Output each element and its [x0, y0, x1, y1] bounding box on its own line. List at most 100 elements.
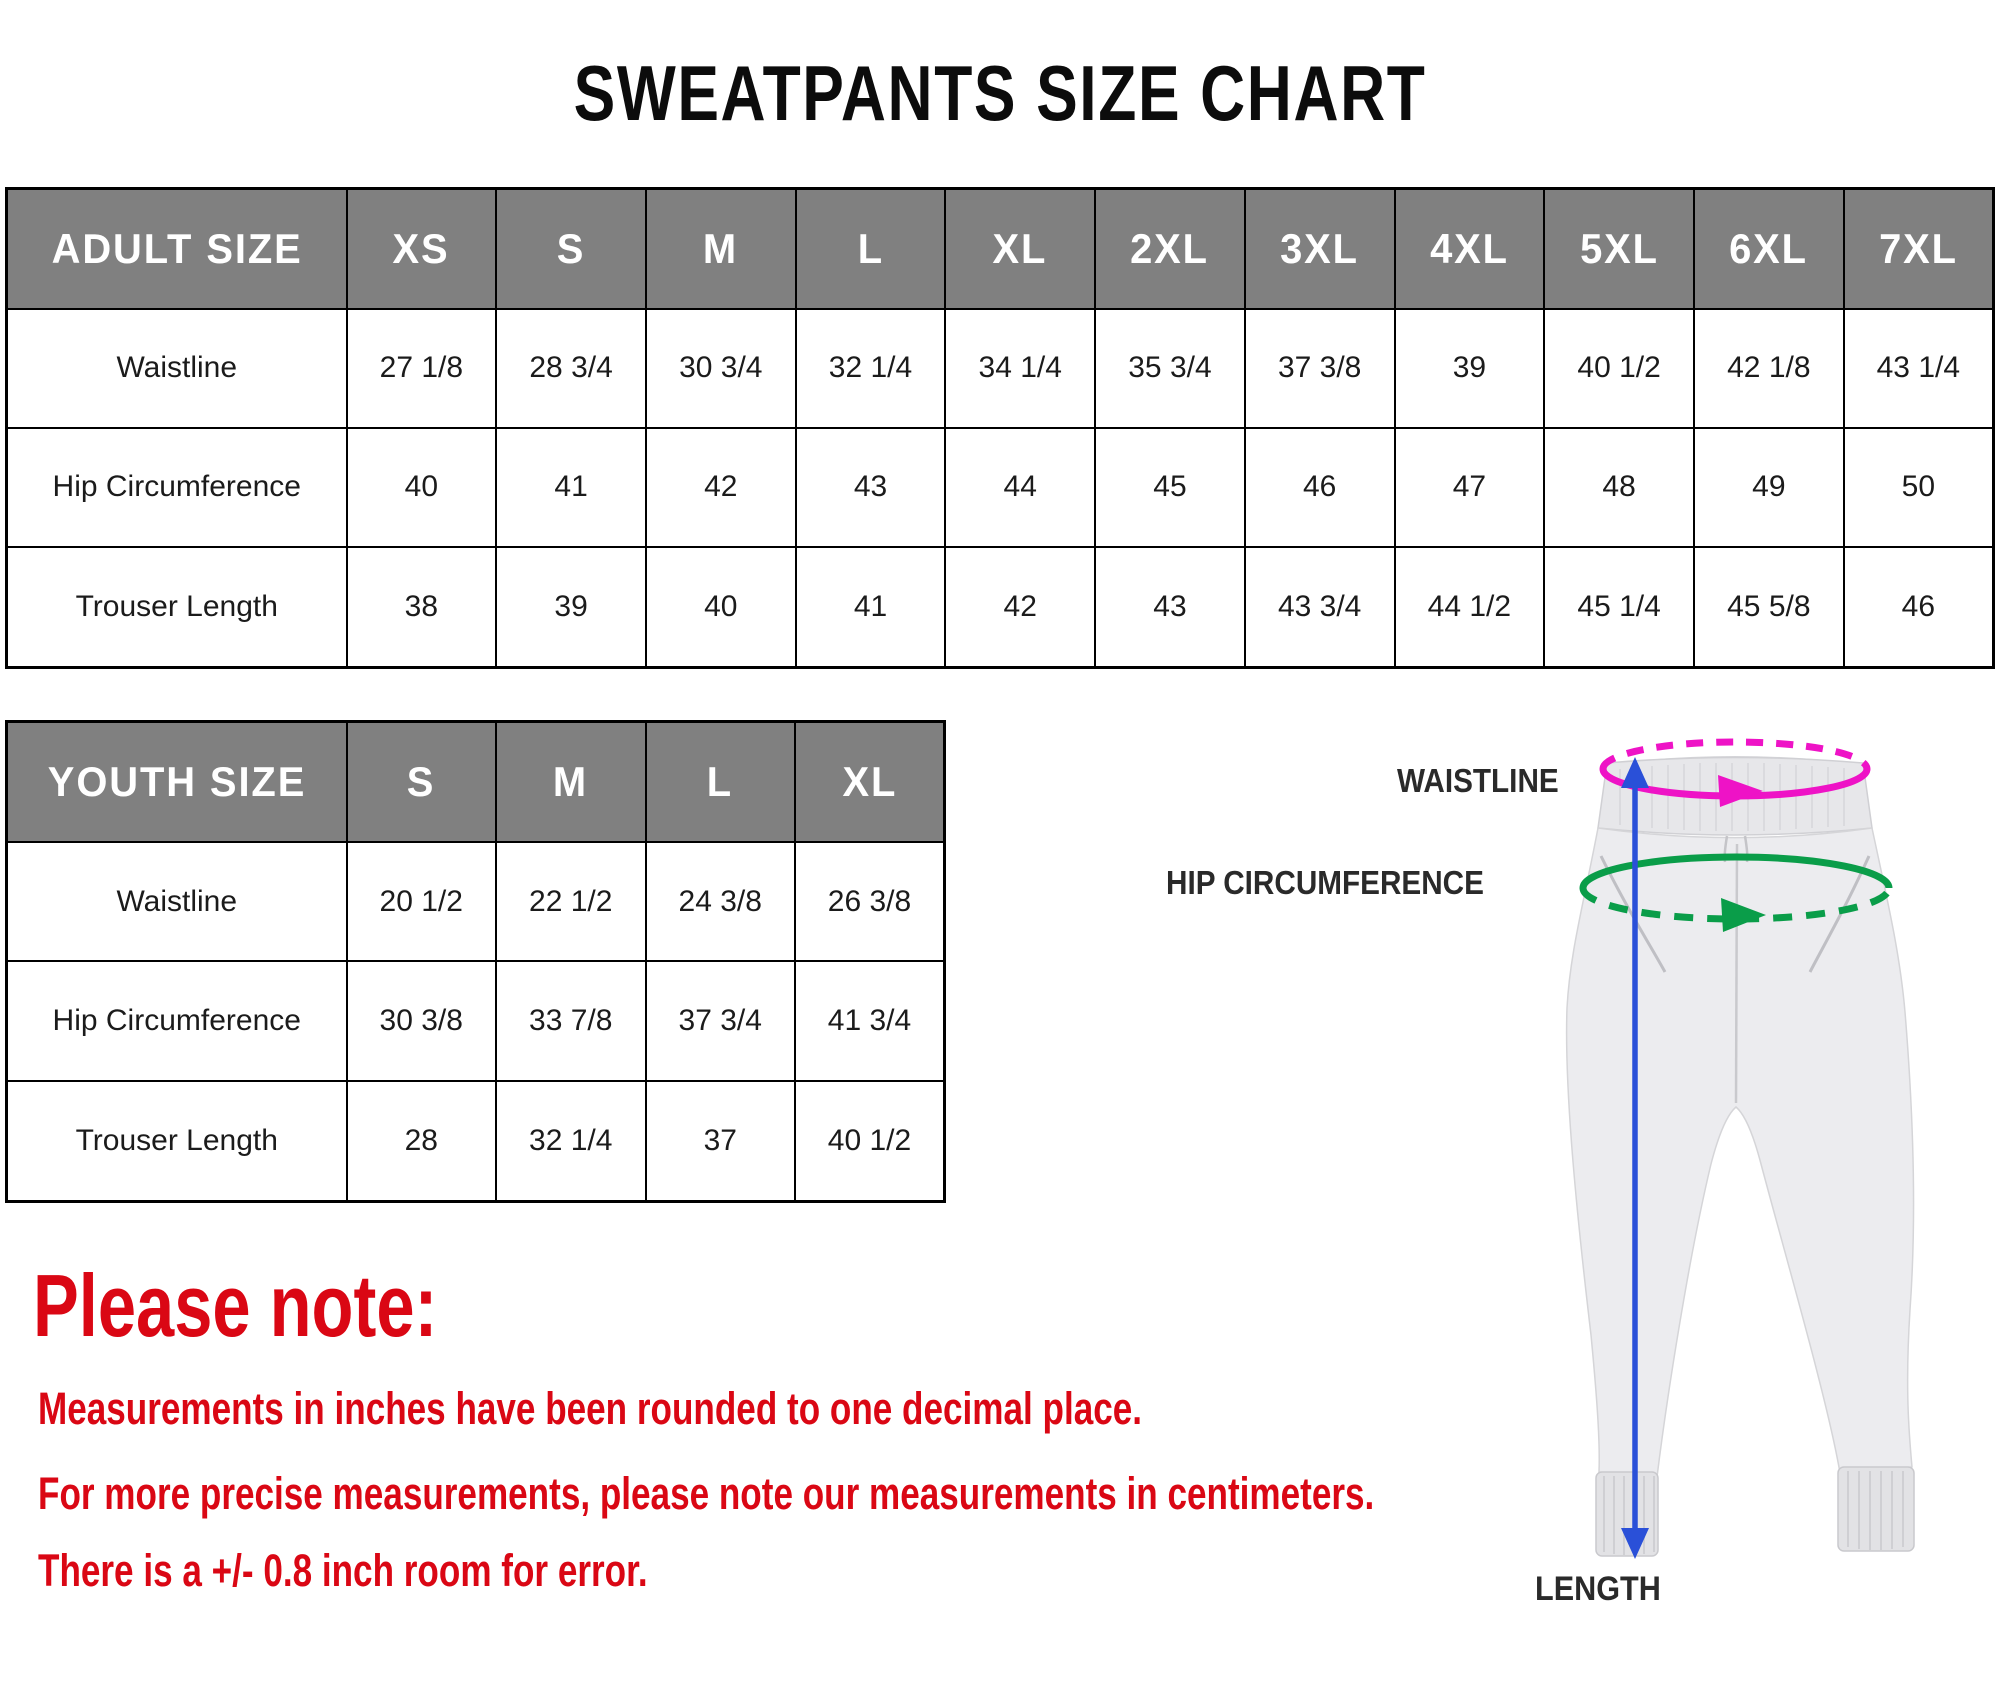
length-label-text: LENGTH: [1535, 1570, 1661, 1608]
waistline-label-text: WAISTLINE: [1397, 762, 1559, 799]
header-text: 2XL: [1130, 225, 1210, 272]
size-value: 24 3/8: [644, 840, 796, 963]
size-value: 27 1/8: [345, 308, 498, 429]
length-arrow: [1621, 757, 1649, 1559]
size-column-header: 7XL: [1842, 187, 1995, 310]
size-value: 42 1/8: [1692, 308, 1845, 429]
pants-graphic: [1565, 756, 1915, 1557]
hip-arrowhead: [1721, 898, 1766, 932]
size-value: 45 1/4: [1543, 545, 1695, 669]
size-column-header: S: [345, 720, 497, 843]
size-value: 40 1/2: [1543, 308, 1695, 429]
size-value: 42: [644, 426, 797, 548]
header-text: 6XL: [1729, 225, 1809, 272]
size-value: 41: [495, 426, 647, 548]
table-row: Hip Circumference 30 3/8 33 7/8 37 3/4 41 3/…: [5, 960, 946, 1082]
size-value: 30 3/8: [345, 960, 497, 1082]
row-label: Hip Circumference: [5, 960, 348, 1082]
size-value: 45 5/8: [1692, 545, 1845, 669]
pants-body: [1565, 827, 1915, 1478]
size-value: 39: [495, 545, 647, 669]
note-heading: Please note:: [33, 1262, 551, 1350]
row-label: Trouser Length: [5, 545, 348, 669]
header-row: ADULT SIZE XS S M L XL 2XL 3XL 4XL 5XL 6XL 7XL: [5, 187, 1995, 310]
header-row: YOUTH SIZE S M L XL: [5, 720, 946, 843]
size-value: 33 7/8: [495, 960, 647, 1082]
size-value: 40: [644, 545, 797, 669]
size-value: 42: [944, 545, 1097, 669]
size-value: 37: [644, 1079, 796, 1203]
size-value: 48: [1543, 426, 1695, 548]
header-text: 3XL: [1280, 225, 1360, 272]
size-value: 43: [794, 426, 947, 548]
hip-circumference-label-text: HIP CIRCUMFERENCE: [1166, 864, 1484, 901]
size-value: 37 3/4: [644, 960, 796, 1082]
size-value: 41 3/4: [794, 960, 946, 1082]
header-text: L: [857, 225, 884, 272]
size-value: 45: [1094, 426, 1246, 548]
size-column-header: 6XL: [1692, 187, 1845, 310]
note-line-1: Measurements in inches have been rounded…: [38, 1386, 1453, 1431]
size-value: 43: [1094, 545, 1246, 669]
size-column-header: 5XL: [1543, 187, 1695, 310]
size-value: 38: [345, 545, 498, 669]
size-value: 32 1/4: [495, 1079, 647, 1203]
length-label: LENGTH: [1535, 1572, 1675, 1606]
table-title-cell: YOUTH SIZE: [5, 720, 348, 843]
waist-arrowhead: [1718, 775, 1763, 807]
size-value: 26 3/8: [794, 840, 946, 963]
note-line-3: There is a +/- 0.8 inch room for error.: [38, 1548, 820, 1593]
page-title: SWEATPANTS SIZE CHART: [0, 54, 2000, 132]
adult-size-table: ADULT SIZE XS S M L XL 2XL 3XL 4XL 5XL 6XL 7XL Waist…: [5, 187, 1995, 669]
length-arrowhead-down: [1621, 1528, 1649, 1559]
size-column-header: M: [495, 720, 647, 843]
size-value: 22 1/2: [495, 840, 647, 963]
size-value: 32 1/4: [794, 308, 947, 429]
hip-circumference-label: HIP CIRCUMFERENCE: [1166, 866, 1519, 899]
row-label: Waistline: [5, 840, 348, 963]
hip-ellipse-top-arc: [1579, 853, 1893, 889]
size-value: 43 3/4: [1243, 545, 1396, 669]
header-text: ADULT SIZE: [51, 225, 303, 272]
header-text: M: [553, 758, 589, 805]
note-line-3-text: There is a +/- 0.8 inch room for error.: [38, 1545, 648, 1596]
size-value: 40: [345, 426, 498, 548]
table-row: Hip Circumference 40 41 42 43 44 45 46 47 48 49 50: [5, 426, 1995, 548]
header-text: 5XL: [1579, 225, 1659, 272]
size-value: 47: [1393, 426, 1546, 548]
sweatpants-illustration: [1565, 738, 1915, 1559]
table-title-cell: ADULT SIZE: [5, 187, 348, 310]
size-value: 44: [944, 426, 1097, 548]
table-row: Waistline 20 1/2 22 1/2 24 3/8 26 3/8: [5, 840, 946, 963]
row-label: Trouser Length: [5, 1079, 348, 1203]
waistline-label: WAISTLINE: [1397, 764, 1577, 797]
header-text: XL: [992, 225, 1048, 272]
size-column-header: M: [644, 187, 797, 310]
header-text: M: [703, 225, 739, 272]
table-row: Waistline 27 1/8 28 3/4 30 3/4 32 1/4 34 1/4 3…: [5, 308, 1995, 429]
size-value: 28 3/4: [495, 308, 647, 429]
size-column-header: 3XL: [1243, 187, 1396, 310]
size-column-header: 4XL: [1393, 187, 1546, 310]
size-column-header: L: [794, 187, 947, 310]
header-text: XS: [392, 225, 450, 272]
youth-size-table: YOUTH SIZE S M L XL Waistline 20 1/2 22 1/2 24 3…: [5, 720, 946, 1203]
header-text: XL: [842, 758, 897, 805]
header-text: 7XL: [1878, 225, 1958, 272]
size-value: 35 3/4: [1094, 308, 1246, 429]
right-cuff: [1837, 1466, 1915, 1552]
size-column-header: S: [495, 187, 647, 310]
size-value: 43 1/4: [1842, 308, 1995, 429]
note-line-2-text: For more precise measurements, please no…: [38, 1468, 1375, 1519]
size-value: 40 1/2: [794, 1079, 946, 1203]
header-text: S: [406, 758, 436, 805]
size-value: 34 1/4: [944, 308, 1097, 429]
header-text: YOUTH SIZE: [47, 758, 306, 805]
page-title-text: SWEATPANTS SIZE CHART: [573, 49, 1427, 137]
size-value: 30 3/4: [644, 308, 797, 429]
size-column-header: XS: [345, 187, 498, 310]
size-value: 41: [794, 545, 947, 669]
size-value: 46: [1243, 426, 1396, 548]
header-text: L: [707, 758, 734, 805]
hip-ellipse-bottom-arc: [1579, 887, 1893, 923]
